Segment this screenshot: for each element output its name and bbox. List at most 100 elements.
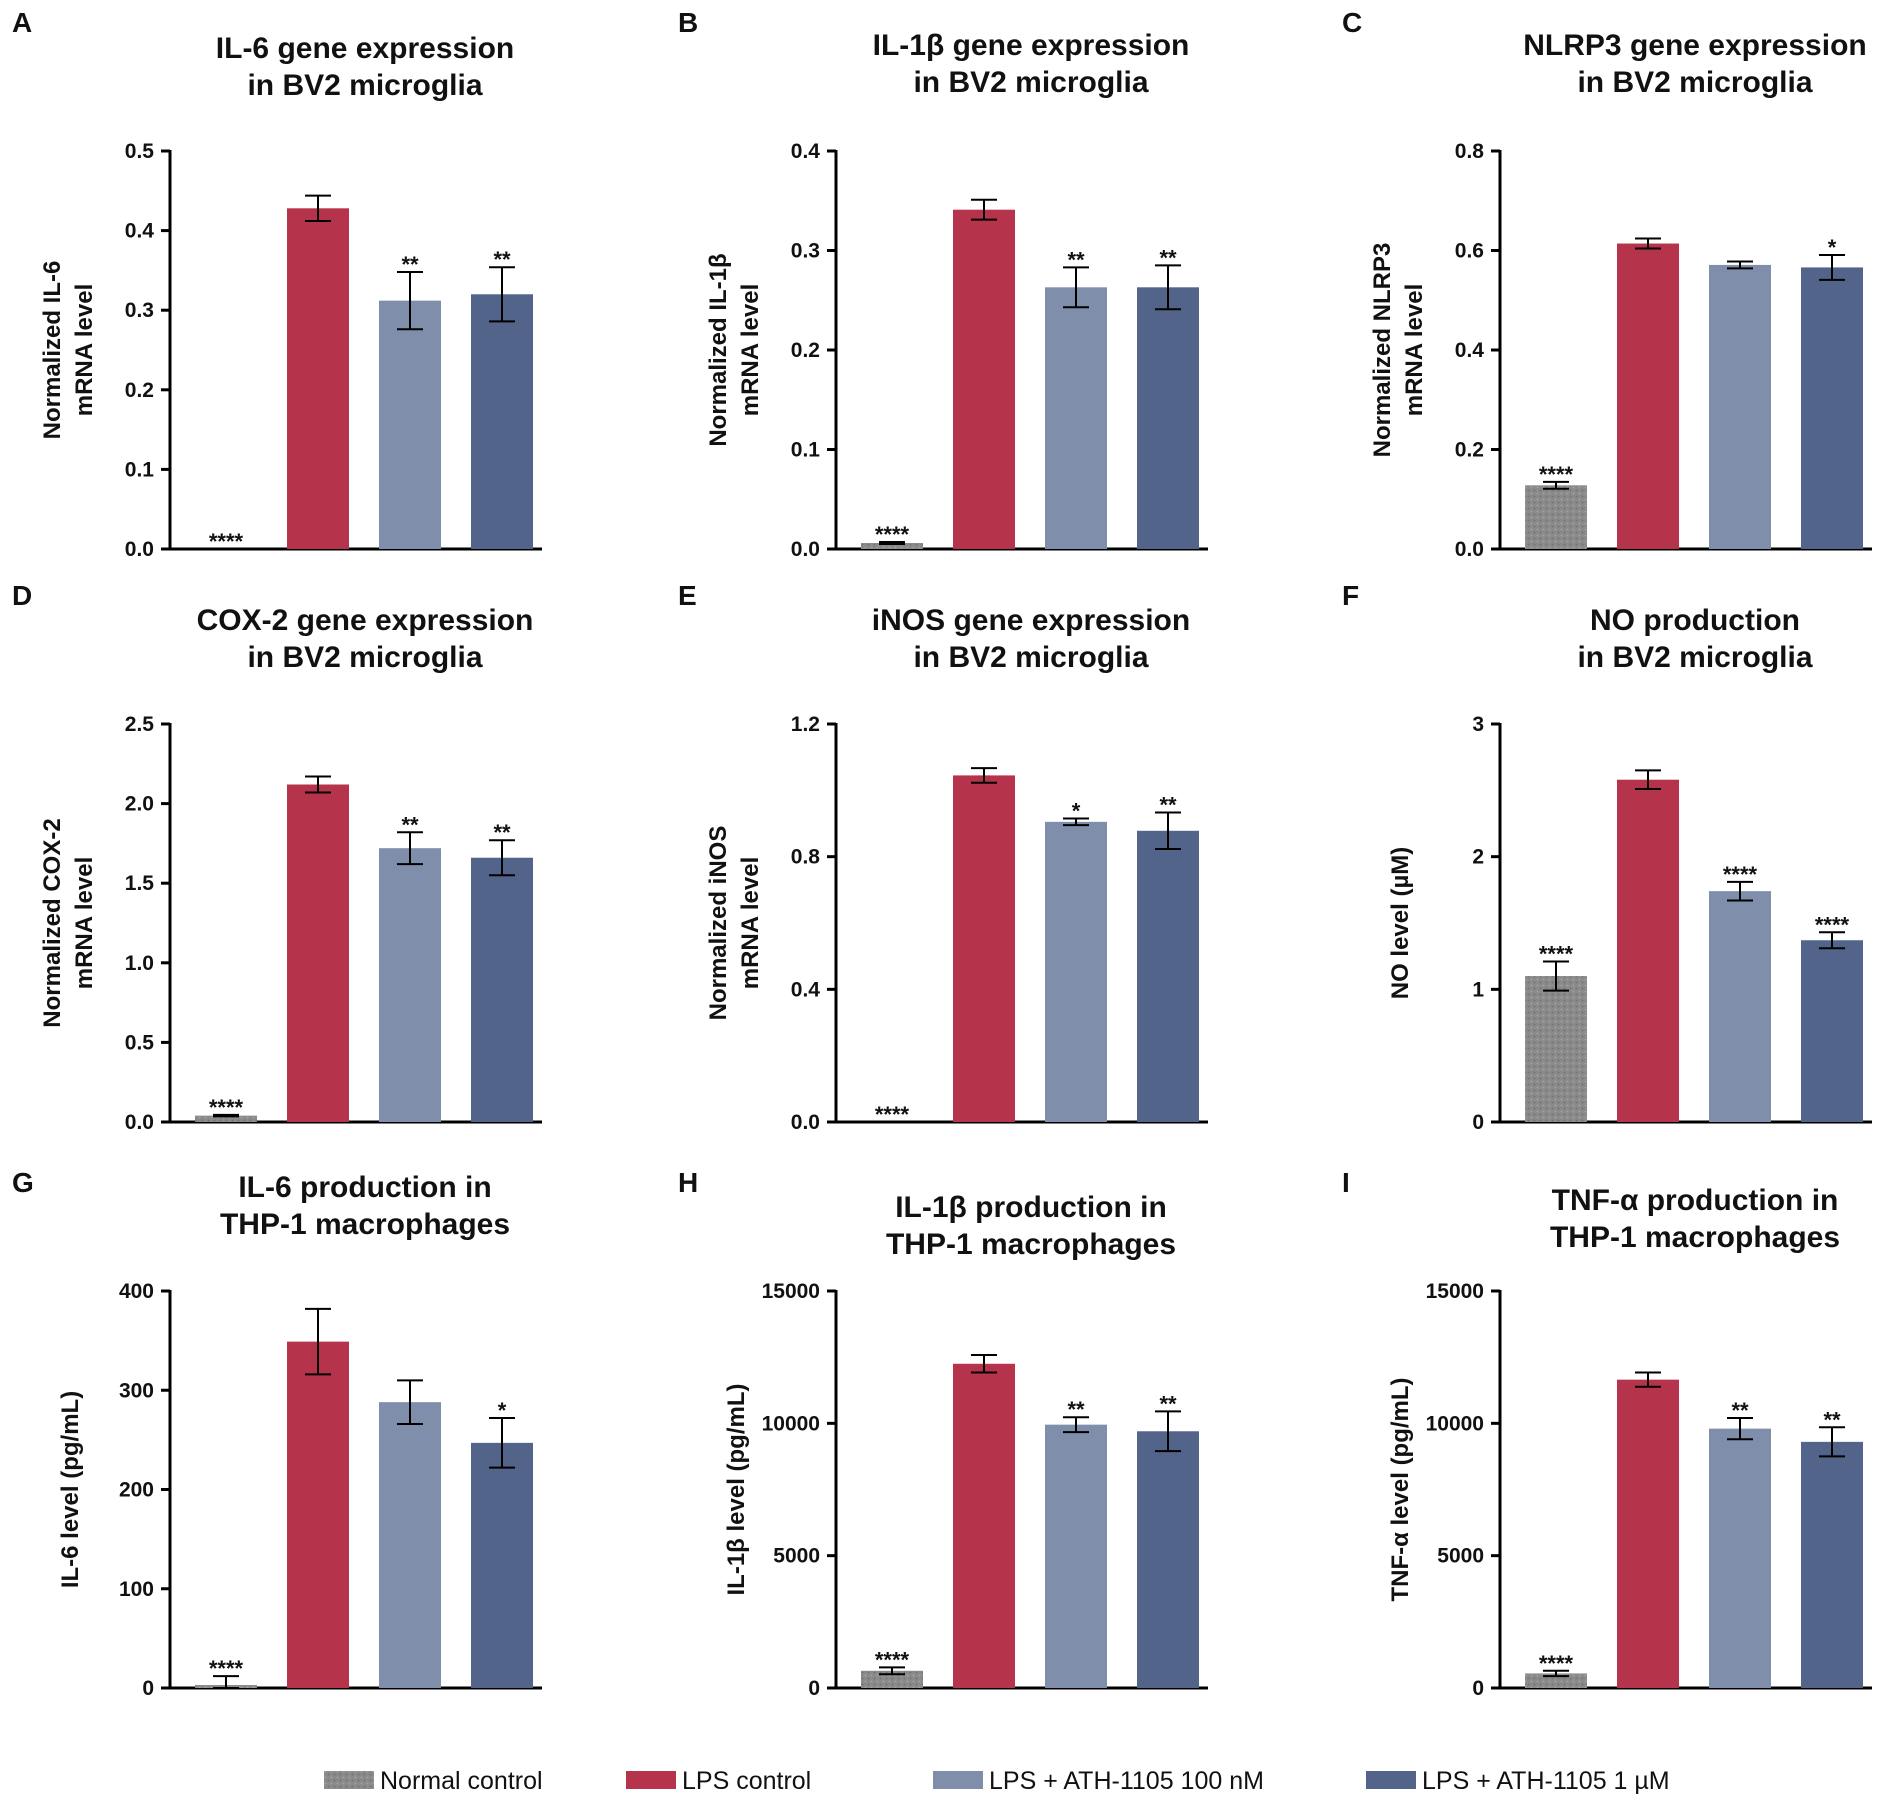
chart-title-line-1: COX-2 gene expression	[197, 604, 534, 637]
error-bar	[489, 1417, 515, 1469]
chart-title-line-1: IL-1β gene expression	[873, 29, 1190, 62]
legend-label: Normal control	[380, 1767, 543, 1795]
error-bar	[397, 270, 423, 331]
y-axis-label: IL-6 level (pg/mL)	[57, 1391, 84, 1588]
chart-panel-d: D COX-2 gene expression in BV2 microglia No…	[12, 580, 542, 1134]
y-tick-label: 0	[1472, 1677, 1484, 1700]
error-bar	[397, 1379, 423, 1425]
chart-title-line-2: in BV2 microglia	[913, 66, 1148, 99]
error-bar	[1543, 1669, 1569, 1678]
y-tick-label: 1.5	[125, 872, 155, 895]
bar-a-2	[287, 208, 349, 549]
error-bar	[305, 194, 331, 223]
y-tick-label: 0	[1472, 1111, 1484, 1134]
significance-label: **	[1159, 245, 1177, 270]
bar-f-1	[1525, 976, 1587, 1122]
chart-panel-i: I TNF-α production in THP-1 macrophages TNF…	[1342, 1167, 1872, 1700]
y-axis-label: IL-1β level (pg/mL)	[723, 1383, 750, 1595]
y-tick-label: 100	[119, 1578, 154, 1601]
y-tick-label: 0.1	[791, 439, 821, 462]
legend: Normal control LPS control LPS + ATH-1105 …	[324, 1767, 1670, 1795]
bar-e-2	[953, 775, 1015, 1122]
significance-label: **	[1067, 1397, 1085, 1422]
bar-d-3	[379, 848, 441, 1122]
y-tick-label: 0.3	[791, 240, 820, 263]
y-tick-label: 0.4	[791, 140, 821, 163]
bar-b-4	[1137, 287, 1199, 549]
error-bar	[213, 1113, 239, 1118]
chart-panel-g: G IL-6 production in THP-1 macrophages IL-6…	[12, 1167, 542, 1700]
y-tick-label: 10000	[1426, 1412, 1484, 1435]
y-tick-label: 0.0	[125, 1111, 154, 1134]
bar-i-1	[1525, 1673, 1587, 1688]
y-tick-label: 0.2	[125, 379, 154, 402]
y-axis-label-line-1: Normalized IL-6	[39, 261, 66, 440]
y-tick-label: 0.0	[791, 538, 820, 561]
y-tick-label: 5000	[1437, 1545, 1484, 1568]
significance-label: ****	[1539, 462, 1574, 487]
y-tick-label: 3	[1472, 713, 1484, 736]
error-bar	[1155, 811, 1181, 851]
bar-b-3	[1045, 287, 1107, 549]
y-tick-label: 1.2	[791, 713, 820, 736]
y-tick-label: 0.1	[125, 458, 155, 481]
legend-swatch	[324, 1771, 374, 1789]
chart-title-line-2: in BV2 microglia	[247, 641, 482, 674]
y-tick-label: 5000	[773, 1545, 820, 1568]
error-bar	[1155, 264, 1181, 311]
error-bar	[971, 767, 997, 784]
error-bar	[1727, 880, 1753, 902]
bar-b-2	[953, 209, 1015, 549]
y-axis-label-line-1: Normalized iNOS	[705, 826, 732, 1021]
legend-item: Normal control	[324, 1767, 543, 1795]
y-tick-label: 400	[119, 1280, 154, 1303]
error-bar	[971, 1354, 997, 1374]
y-tick-label: 2	[1472, 846, 1484, 869]
error-bar	[397, 831, 423, 866]
bar-a-3	[379, 300, 441, 549]
y-axis-label-line-2: mRNA level	[737, 857, 764, 990]
significance-label: ****	[209, 529, 244, 554]
y-axis-label-line-2: mRNA level	[737, 284, 764, 417]
y-tick-label: 1.0	[125, 952, 154, 975]
legend-item: LPS control	[626, 1767, 811, 1795]
panel-letter: B	[678, 7, 698, 38]
error-bar	[213, 1675, 239, 1689]
y-tick-label: 0	[142, 1677, 154, 1700]
y-tick-label: 0.2	[1455, 439, 1484, 462]
significance-label: ****	[1539, 941, 1574, 966]
bar-g-2	[287, 1341, 349, 1688]
y-axis-label-line-2: mRNA level	[1401, 284, 1428, 417]
chart-title-line-1: IL-1β production in	[895, 1191, 1167, 1224]
error-bar	[489, 839, 515, 877]
legend-label: LPS + ATH-1105 100 nM	[989, 1767, 1264, 1795]
bar-i-3	[1709, 1428, 1771, 1688]
y-axis-label: Normalized NLRP3 mRNA level	[1369, 243, 1428, 458]
significance-label: **	[401, 252, 419, 277]
y-axis-label-line-1: Normalized IL-1β	[705, 253, 732, 446]
y-tick-label: 15000	[762, 1280, 820, 1303]
bar-c-1	[1525, 485, 1587, 549]
y-tick-label: 0.0	[125, 538, 154, 561]
legend-label: LPS control	[682, 1767, 811, 1795]
bar-f-4	[1801, 940, 1863, 1122]
y-tick-label: 0.0	[791, 1111, 820, 1134]
y-tick-label: 2.5	[125, 713, 155, 736]
y-tick-label: 0.8	[1455, 140, 1485, 163]
panel-letter: E	[678, 580, 697, 611]
significance-label: **	[493, 247, 511, 272]
bar-h-2	[953, 1363, 1015, 1688]
y-tick-label: 0	[808, 1677, 820, 1700]
panel-letter: F	[1342, 580, 1359, 611]
chart-panel-f: F NO production in BV2 microglia NO level (…	[1342, 580, 1872, 1134]
chart-title-line-2: in BV2 microglia	[1577, 66, 1812, 99]
error-bar	[489, 266, 515, 323]
bar-g-3	[379, 1402, 441, 1688]
error-bar	[1543, 960, 1569, 992]
bar-f-3	[1709, 891, 1771, 1122]
y-tick-label: 15000	[1426, 1280, 1484, 1303]
error-bar	[971, 198, 997, 221]
error-bar	[1727, 1417, 1753, 1441]
